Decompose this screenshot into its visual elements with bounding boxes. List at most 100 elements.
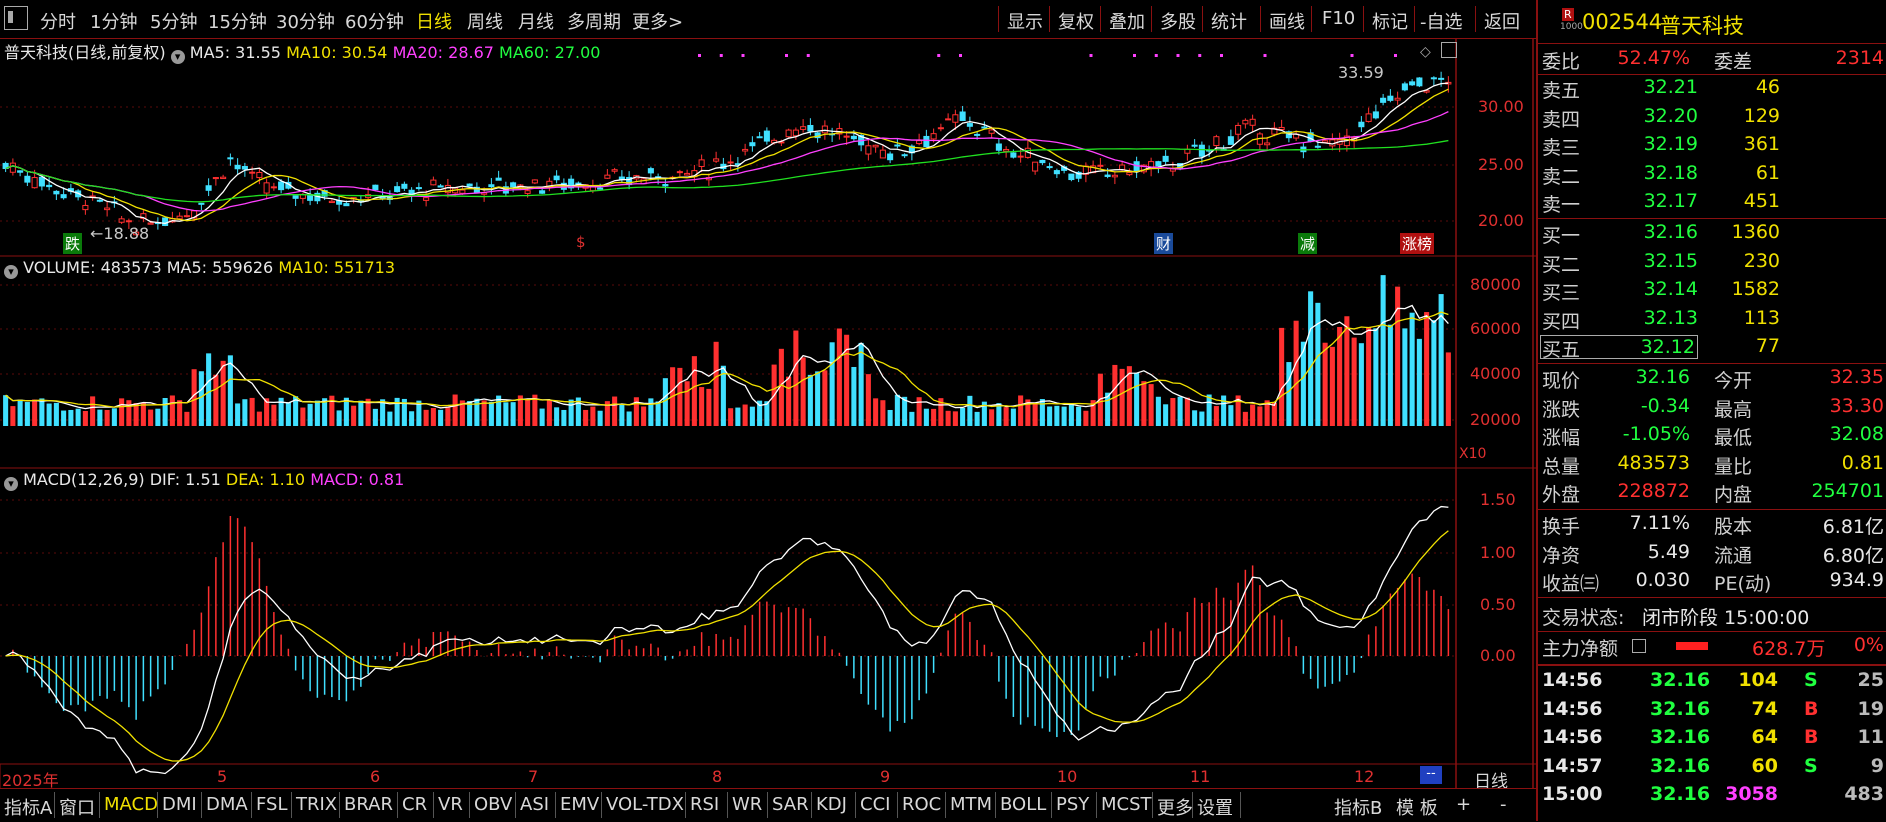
kline-chart[interactable]	[0, 38, 1536, 788]
mark-button[interactable]: 标记	[1372, 12, 1408, 33]
indicator-tab[interactable]: BOLL	[1000, 794, 1047, 815]
display-button[interactable]: 显示	[1007, 12, 1043, 33]
ask-row[interactable]: 卖五 32.21 46	[1538, 76, 1886, 104]
volume-bar	[1141, 381, 1147, 426]
candle-body	[1039, 159, 1046, 164]
back-button[interactable]: 返回	[1484, 12, 1520, 33]
candle-body	[292, 195, 299, 199]
volume-bar	[322, 398, 328, 426]
indicator-tab[interactable]: SAR	[772, 794, 809, 815]
indicator-tab[interactable]: CR	[402, 794, 428, 815]
stat-label: 净资	[1542, 544, 1581, 567]
indicator-tab[interactable]: EMV	[560, 794, 600, 815]
bottom-right-button[interactable]: 指标B	[1334, 798, 1383, 819]
candle-body	[82, 204, 89, 211]
indicator-tab[interactable]: ASI	[520, 794, 550, 815]
remove-watchlist-button[interactable]: -自选	[1420, 12, 1463, 33]
period-tab-1min[interactable]: 1分钟	[90, 12, 138, 33]
diamond-icon[interactable]: ◇	[1420, 44, 1431, 60]
indicator-tab[interactable]: KDJ	[816, 794, 847, 815]
f10-button[interactable]: F10	[1322, 8, 1356, 29]
bottom-right-button[interactable]: -	[1500, 794, 1507, 815]
indicator-tab[interactable]: ROC	[902, 794, 942, 815]
stat-value: 6.80亿	[1822, 544, 1884, 567]
chevron-down-icon[interactable]: ▾	[4, 265, 18, 279]
indicator-tab[interactable]: BRAR	[344, 794, 393, 815]
period-tab-15min[interactable]: 15分钟	[208, 12, 267, 33]
period-tab-60min[interactable]: 60分钟	[345, 12, 404, 33]
bid-row[interactable]: 买五 32.12 77	[1538, 335, 1886, 363]
indicator-tab[interactable]: 更多	[1157, 798, 1193, 819]
menu-icon[interactable]	[4, 6, 28, 30]
volume-bar	[1170, 397, 1176, 426]
stats-button[interactable]: 统计	[1211, 12, 1247, 33]
candle-body	[1358, 121, 1365, 128]
draw-button[interactable]: 画线	[1269, 12, 1305, 33]
volume-bar	[423, 409, 429, 426]
adjust-button[interactable]: 复权	[1058, 12, 1094, 33]
indicator-tab[interactable]: DMA	[206, 794, 248, 815]
bid-row[interactable]: 买二 32.15 230	[1538, 250, 1886, 278]
ask-row[interactable]: 卖三 32.19 361	[1538, 133, 1886, 161]
badge-limit-up[interactable]: 涨榜	[1400, 233, 1435, 254]
period-tab-30min[interactable]: 30分钟	[276, 12, 335, 33]
indicator-tab[interactable]: 窗口	[59, 798, 95, 819]
indicator-tab[interactable]: CCI	[860, 794, 891, 815]
bottom-right-button[interactable]: +	[1456, 794, 1472, 815]
candle-body	[1314, 145, 1321, 148]
candle-body	[53, 190, 60, 195]
period-tab-fenshi[interactable]: 分时	[40, 12, 76, 33]
ask-row[interactable]: 卖一 32.17 451	[1538, 190, 1886, 218]
bottom-right-button[interactable]: 模 板	[1396, 798, 1438, 819]
ask-row[interactable]: 卖四 32.20 129	[1538, 105, 1886, 133]
indicator-tab[interactable]: DMI	[162, 794, 197, 815]
bid-row[interactable]: 买一 32.16 1360	[1538, 221, 1886, 249]
indicator-tab[interactable]: 指标A	[4, 798, 53, 819]
candle-body	[278, 181, 285, 191]
indicator-tab[interactable]: MACD	[104, 794, 158, 815]
indicator-tab[interactable]: MCST	[1101, 794, 1152, 815]
indicator-tab[interactable]: RSI	[690, 794, 720, 815]
volume-bar	[1112, 364, 1118, 426]
indicator-tab[interactable]: VR	[438, 794, 463, 815]
period-tab-multi[interactable]: 多周期	[567, 12, 621, 33]
indicator-tab[interactable]: OBV	[474, 794, 513, 815]
bid-price: 32.14	[1643, 278, 1698, 300]
indicator-tab[interactable]: WR	[732, 794, 763, 815]
scroll-end-button[interactable]: --	[1420, 766, 1442, 784]
signal-dot	[1350, 54, 1354, 57]
detail-icon[interactable]	[1632, 639, 1646, 653]
candle-body	[1227, 136, 1234, 145]
period-tab-weekly[interactable]: 周线	[467, 12, 503, 33]
candle-body	[1430, 77, 1437, 80]
overlay-button[interactable]: 叠加	[1109, 12, 1145, 33]
badge-reduce[interactable]: 减	[1298, 233, 1318, 254]
period-tab-daily[interactable]: 日线	[416, 12, 452, 33]
period-tab-5min[interactable]: 5分钟	[150, 12, 198, 33]
signal-dot	[741, 54, 745, 57]
indicator-tab[interactable]: FSL	[256, 794, 288, 815]
badge-drop[interactable]: 跌	[63, 233, 83, 254]
volume-bar	[162, 398, 168, 426]
volume-bar	[539, 408, 545, 426]
stat-value: 254701	[1811, 480, 1884, 502]
multi-stock-button[interactable]: 多股	[1160, 12, 1196, 33]
period-tab-more[interactable]: 更多>	[632, 12, 684, 33]
candle-body	[437, 185, 444, 188]
period-tab-monthly[interactable]: 月线	[518, 12, 554, 33]
indicator-tab[interactable]: 设置	[1197, 798, 1233, 819]
indicator-tab[interactable]: TRIX	[296, 794, 338, 815]
indicator-tab[interactable]: PSY	[1056, 794, 1090, 815]
chevron-down-icon[interactable]: ▾	[170, 50, 185, 64]
indicator-tab[interactable]: MTM	[950, 794, 993, 815]
bid-row[interactable]: 买四 32.13 113	[1538, 307, 1886, 335]
ask-row[interactable]: 卖二 32.18 61	[1538, 162, 1886, 190]
ma5-line	[5, 82, 1449, 225]
chevron-down-icon[interactable]: ▾	[4, 477, 18, 491]
badge-dollar[interactable]: $	[576, 233, 586, 251]
badge-finance[interactable]: 财	[1154, 233, 1174, 254]
indicator-tab[interactable]: VOL-TDX	[606, 794, 684, 815]
bid-row[interactable]: 买三 32.14 1582	[1538, 278, 1886, 306]
volume-bar	[945, 410, 951, 426]
restore-icon[interactable]	[1441, 42, 1457, 58]
